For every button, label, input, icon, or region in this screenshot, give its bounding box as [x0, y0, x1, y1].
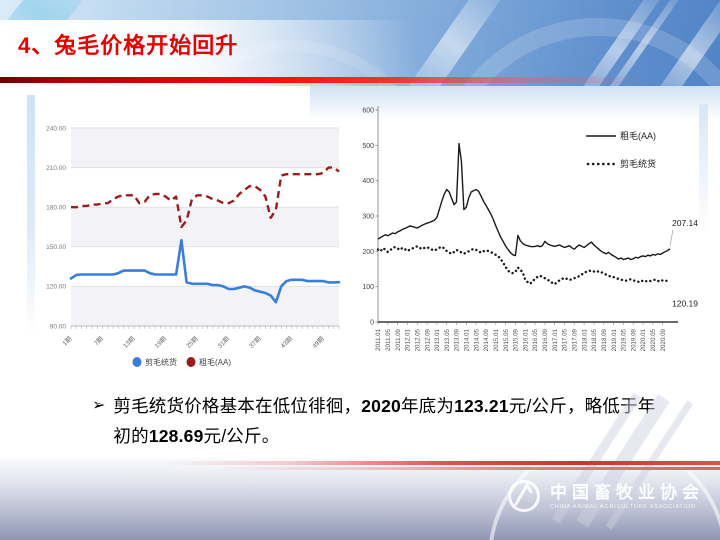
legend-marker-blue	[132, 357, 142, 367]
svg-text:2011.05: 2011.05	[385, 328, 392, 350]
header-fade	[0, 20, 430, 86]
svg-text:31期: 31期	[216, 335, 231, 350]
legend-marker-darkred	[186, 357, 196, 367]
logo-text-cn: 中国畜牧业协会	[550, 482, 704, 502]
svg-text:2016.09: 2016.09	[542, 328, 549, 351]
panel-edge-decoration	[27, 95, 35, 335]
svg-text:2013.05: 2013.05	[444, 328, 451, 351]
band	[71, 128, 339, 168]
caa-logo-icon	[508, 480, 540, 512]
svg-text:2017.01: 2017.01	[552, 328, 559, 351]
svg-text:2012.01: 2012.01	[405, 328, 412, 351]
header-underline	[0, 77, 720, 83]
footer-accent-line	[0, 461, 720, 465]
bullet-point: ➢ 剪毛统货价格基本在低位徘徊，2020年底为123.21元/公斤，略低于年初的…	[92, 391, 662, 451]
svg-text:2012.09: 2012.09	[424, 328, 431, 351]
svg-text:43期: 43期	[279, 335, 294, 350]
svg-text:2017.05: 2017.05	[562, 328, 569, 351]
svg-text:2015.09: 2015.09	[513, 328, 520, 351]
band	[71, 207, 339, 247]
bullet-text: 剪毛统货价格基本在低位徘徊，2020年底为123.21元/公斤，略低于年初的12…	[113, 396, 656, 446]
svg-text:400: 400	[362, 178, 374, 185]
panel-edge-decoration	[699, 104, 708, 234]
svg-text:0: 0	[370, 320, 374, 327]
svg-text:210.00: 210.00	[46, 165, 66, 172]
svg-text:1期: 1期	[61, 335, 74, 348]
svg-text:200: 200	[362, 249, 374, 256]
slide-footer: 中国畜牧业协会 CHINA ANIMAL AGRICULTURE ASSOCIA…	[0, 392, 720, 540]
slide-title: 4、兔毛价格开始回升	[18, 33, 239, 58]
weekly-price-chart: 90.00 120.00 150.00 180.00 210.00 240.00 1期 7期 1…	[46, 125, 341, 367]
svg-text:2015.05: 2015.05	[503, 328, 510, 351]
svg-text:2019.09: 2019.09	[630, 328, 637, 351]
series-cumao-solid	[377, 142, 671, 261]
svg-text:2016.05: 2016.05	[532, 328, 539, 351]
svg-text:100: 100	[362, 284, 374, 291]
svg-text:2011.01: 2011.01	[375, 328, 382, 350]
longterm-price-chart: 0 100 200 300 400 500 600 2011.01 2011.05 2011.09…	[362, 106, 698, 351]
svg-text:2018.01: 2018.01	[581, 328, 588, 351]
svg-text:120.00: 120.00	[46, 284, 66, 291]
svg-text:2019.01: 2019.01	[611, 328, 618, 351]
svg-text:240.00: 240.00	[46, 125, 66, 132]
svg-text:2011.09: 2011.09	[395, 328, 402, 350]
logo-text-en: CHINA ANIMAL AGRICULTURE ASSOCIATION	[550, 503, 696, 510]
bullet-arrow-icon: ➢	[92, 397, 106, 414]
svg-text:37期: 37期	[248, 335, 263, 350]
svg-text:2013.01: 2013.01	[434, 328, 441, 351]
svg-text:2013.09: 2013.09	[454, 328, 461, 351]
series-jianmao-dotted	[376, 245, 672, 286]
svg-text:90.00: 90.00	[50, 323, 67, 330]
band	[71, 286, 339, 326]
svg-text:2012.05: 2012.05	[414, 328, 421, 351]
svg-text:2014.05: 2014.05	[473, 328, 480, 351]
svg-text:25期: 25期	[184, 335, 199, 350]
svg-text:7期: 7期	[92, 335, 105, 348]
svg-text:2014.09: 2014.09	[483, 328, 490, 351]
svg-text:180.00: 180.00	[46, 205, 66, 212]
svg-text:2018.09: 2018.09	[601, 328, 608, 351]
svg-text:2020.09: 2020.09	[660, 328, 667, 351]
slide-header: 4、兔毛价格开始回升	[0, 0, 720, 354]
svg-text:粗毛(AA): 粗毛(AA)	[199, 357, 231, 367]
svg-text:2019.05: 2019.05	[621, 328, 628, 351]
svg-text:49期: 49期	[311, 335, 326, 350]
svg-text:2015.01: 2015.01	[493, 328, 500, 351]
svg-text:2020.01: 2020.01	[640, 328, 647, 351]
footer-accent-line	[0, 467, 720, 470]
svg-text:300: 300	[362, 214, 374, 221]
svg-text:剪毛统货: 剪毛统货	[620, 158, 656, 169]
series-jianmao-solid	[69, 238, 341, 304]
caa-logo: 中国畜牧业协会 CHINA ANIMAL AGRICULTURE ASSOCIA…	[506, 478, 704, 514]
svg-text:2014.01: 2014.01	[464, 328, 471, 351]
svg-text:600: 600	[362, 108, 374, 115]
svg-text:13期: 13期	[121, 335, 136, 350]
svg-text:2017.09: 2017.09	[572, 328, 579, 351]
annotation-value: 120.19	[672, 299, 698, 309]
svg-text:19期: 19期	[153, 335, 168, 350]
svg-text:2018.05: 2018.05	[591, 328, 598, 351]
annotation-value: 207.14	[672, 218, 698, 228]
svg-text:粗毛(AA): 粗毛(AA)	[620, 130, 656, 141]
svg-text:500: 500	[362, 143, 374, 150]
svg-text:150.00: 150.00	[46, 244, 66, 251]
svg-text:剪毛统货: 剪毛统货	[145, 357, 177, 367]
svg-text:2020.05: 2020.05	[650, 328, 657, 351]
svg-text:2016.01: 2016.01	[522, 328, 529, 351]
series-cumao-dashed	[71, 166, 340, 229]
